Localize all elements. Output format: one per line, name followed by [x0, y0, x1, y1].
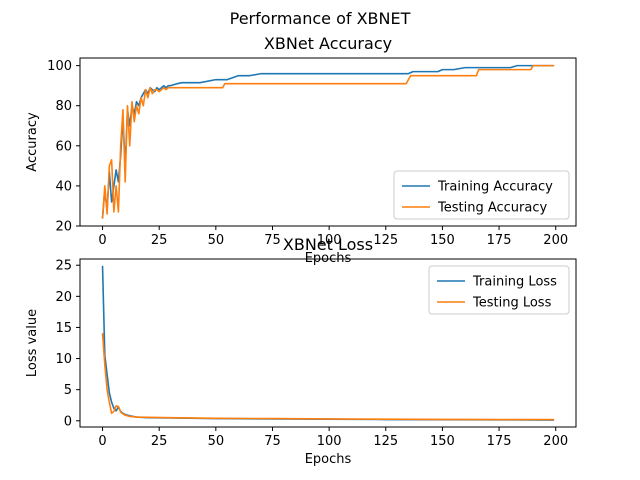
accuracy-x-tick-label-125: 125: [373, 233, 398, 248]
loss-legend-label-testing-loss: Testing Loss: [472, 296, 552, 311]
accuracy-legend-box: [393, 170, 570, 220]
accuracy-plot-frame: [79, 57, 577, 227]
loss-y-tick-label-10: 10: [55, 352, 72, 367]
accuracy-x-tick-label-0: 0: [98, 233, 106, 248]
accuracy-y-tick-label-20: 20: [55, 220, 72, 235]
loss-legend: Training Loss Testing Loss: [428, 265, 570, 315]
loss-chart-title: XBNet Loss: [283, 235, 373, 254]
accuracy-x-tick-label-50: 50: [208, 233, 225, 248]
loss-x-tick-label-200: 200: [543, 434, 568, 449]
loss-y-tick-label-0: 0: [64, 414, 72, 429]
loss-chart: 0 25 50 75 100 125 150 175 200 0 5 10 15 20 25 Epochs Lo…: [25, 235, 577, 467]
accuracy-x-tick-label-75: 75: [264, 233, 281, 248]
accuracy-x-tick-label-175: 175: [487, 233, 512, 248]
accuracy-y-tick-label-80: 80: [55, 99, 72, 114]
loss-x-tick-label-100: 100: [317, 434, 342, 449]
accuracy-y-axis-label: Accuracy: [25, 112, 40, 172]
accuracy-chart-title: XBNet Accuracy: [264, 34, 392, 53]
loss-x-axis-label: Epochs: [305, 452, 352, 467]
loss-legend-label-training-loss: Training Loss: [472, 275, 557, 290]
accuracy-series-testing-accuracy-line: [101, 64, 555, 219]
loss-y-tick-label-15: 15: [55, 321, 72, 336]
accuracy-x-tick-label-200: 200: [543, 233, 568, 248]
accuracy-y-tick-label-40: 40: [55, 179, 72, 194]
accuracy-legend-label-testing-accuracy: Testing Accuracy: [437, 201, 547, 216]
loss-x-tick-label-0: 0: [98, 434, 106, 449]
loss-x-tick-label-175: 175: [487, 434, 512, 449]
loss-x-tick-label-25: 25: [151, 434, 168, 449]
accuracy-y-tick-label-60: 60: [55, 139, 72, 154]
accuracy-legend-label-training-accuracy: Training Accuracy: [437, 180, 553, 195]
loss-plot-frame: [79, 258, 577, 428]
figure-title: Performance of XBNET: [230, 9, 411, 28]
loss-x-tick-label-75: 75: [264, 434, 281, 449]
loss-y-axis-label: Loss value: [25, 309, 40, 377]
accuracy-legend: Training Accuracy Testing Accuracy: [393, 170, 570, 220]
loss-series-testing-loss-line: [101, 332, 555, 421]
loss-y-tick-label-20: 20: [55, 290, 72, 305]
loss-x-tick-label-150: 150: [430, 434, 455, 449]
accuracy-x-tick-label-100: 100: [317, 233, 342, 248]
accuracy-y-tick-label-100: 100: [47, 59, 72, 74]
loss-y-tick-label-25: 25: [55, 259, 72, 274]
accuracy-x-tick-label-25: 25: [151, 233, 168, 248]
loss-x-tick-label-125: 125: [373, 434, 398, 449]
accuracy-x-tick-label-150: 150: [430, 233, 455, 248]
loss-y-tick-label-5: 5: [64, 383, 72, 398]
loss-x-tick-label-50: 50: [208, 434, 225, 449]
accuracy-chart: 0 25 50 75 100 125 150 175 20020406080100EpochsA…: [25, 34, 577, 266]
